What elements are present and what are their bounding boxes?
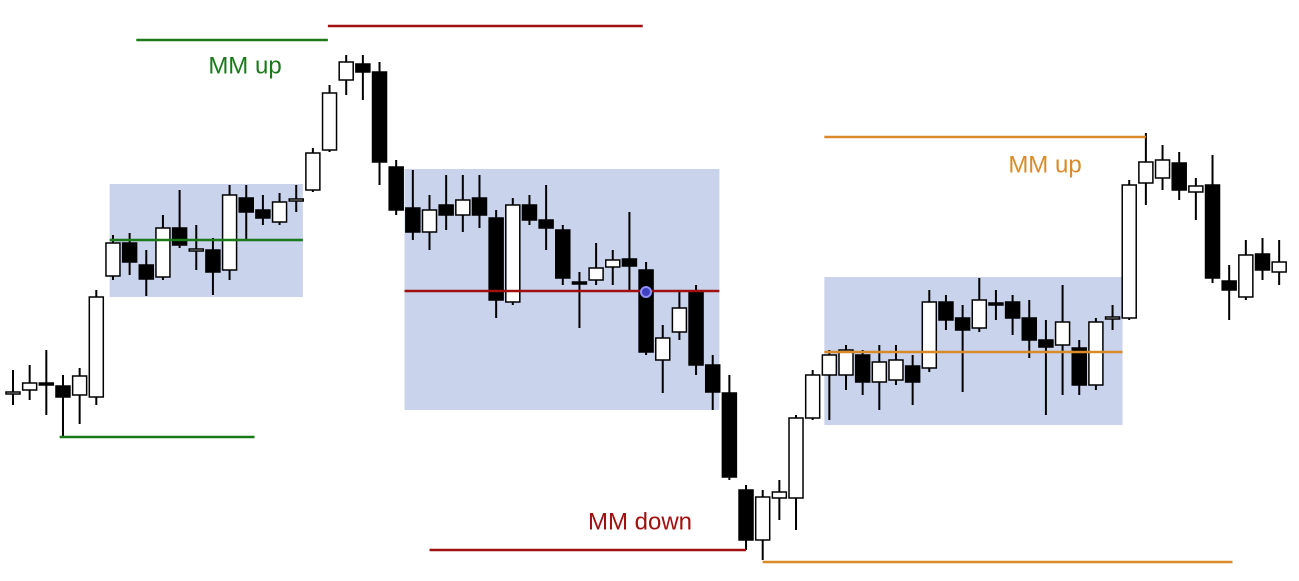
- candle-body: [821, 354, 838, 376]
- levels: MM up MM down MM up: [59, 24, 1233, 564]
- candle-body: [638, 269, 654, 353]
- candle-body: [205, 249, 221, 273]
- candle-body: [1204, 184, 1221, 279]
- candle-body: [1021, 317, 1038, 341]
- candle-body: [405, 207, 421, 233]
- candle-body: [721, 392, 738, 478]
- candle-body: [1054, 321, 1071, 346]
- candle-body: [788, 417, 804, 499]
- candle-body: [704, 364, 721, 393]
- candle-body: [854, 354, 871, 383]
- candle-body: [921, 301, 938, 369]
- candle-body: [338, 61, 354, 81]
- candle-body: [455, 199, 471, 216]
- candle-body: [1221, 280, 1237, 291]
- candle-body: [55, 385, 71, 398]
- candle-body: [538, 219, 554, 229]
- annotation: MM up: [208, 52, 281, 79]
- candle-body: [288, 198, 304, 202]
- candle-body: [938, 301, 954, 321]
- candle-body: [688, 291, 704, 366]
- candle-body: [471, 197, 488, 216]
- candle-body: [38, 382, 55, 386]
- candle-body: [1121, 184, 1137, 319]
- candle-body: [1071, 347, 1087, 386]
- cursor-dot: [640, 286, 652, 298]
- candle-body: [654, 337, 671, 361]
- candle-body: [21, 382, 38, 391]
- candle-body: [371, 71, 388, 163]
- candle-body: [5, 391, 21, 395]
- candle-body: [971, 299, 988, 329]
- candle-body: [488, 217, 504, 301]
- candle-body: [1188, 185, 1204, 193]
- candle-body: [1088, 321, 1104, 386]
- candle-body: [838, 349, 854, 376]
- annotation: MM down: [588, 508, 692, 535]
- candle-body: [305, 152, 321, 191]
- candle-body: [321, 92, 338, 151]
- candle-body: [1138, 161, 1154, 184]
- candle-body: [438, 204, 454, 216]
- candle-body: [571, 281, 588, 285]
- candle-body: [1154, 159, 1171, 179]
- zones: [109, 169, 1123, 425]
- candle-body: [421, 209, 438, 233]
- candle-body: [671, 307, 688, 333]
- candle-body: [988, 302, 1004, 306]
- candle-body: [888, 359, 904, 381]
- candle-body: [1004, 301, 1021, 319]
- candle-body: [904, 365, 921, 383]
- candle-body: [1038, 339, 1054, 348]
- candle-body: [271, 201, 288, 223]
- candle-body: [1104, 316, 1121, 320]
- candles: [5, 55, 1287, 560]
- candle-body: [771, 491, 788, 499]
- candle-body: [804, 374, 821, 419]
- candle-body: [954, 317, 971, 331]
- candle-body: [221, 194, 238, 271]
- candle-body: [754, 496, 771, 541]
- candle-body: [105, 242, 121, 277]
- candle-body: [738, 489, 754, 541]
- candle-body: [388, 166, 404, 211]
- candle-body: [521, 204, 538, 221]
- candle-body: [588, 267, 604, 281]
- candle-body: [121, 242, 138, 263]
- candle-body: [255, 209, 271, 219]
- candle-body: [505, 204, 521, 303]
- candle-body: [1171, 162, 1187, 191]
- candle-body: [238, 197, 254, 213]
- candle-body: [138, 264, 155, 280]
- candle-body: [88, 296, 105, 398]
- annotation: MM up: [1008, 151, 1081, 178]
- candle-body: [188, 248, 205, 252]
- candle-body: [1238, 254, 1254, 298]
- candle-body: [155, 227, 171, 278]
- candle-body: [605, 259, 621, 268]
- candle-body: [1254, 253, 1271, 271]
- candle-body: [171, 227, 188, 246]
- candle-body: [621, 258, 638, 267]
- candle-body: [555, 229, 571, 279]
- candle-body: [871, 361, 888, 383]
- candle-body: [71, 375, 88, 396]
- candle-body: [355, 63, 371, 73]
- candle-body: [1271, 261, 1287, 273]
